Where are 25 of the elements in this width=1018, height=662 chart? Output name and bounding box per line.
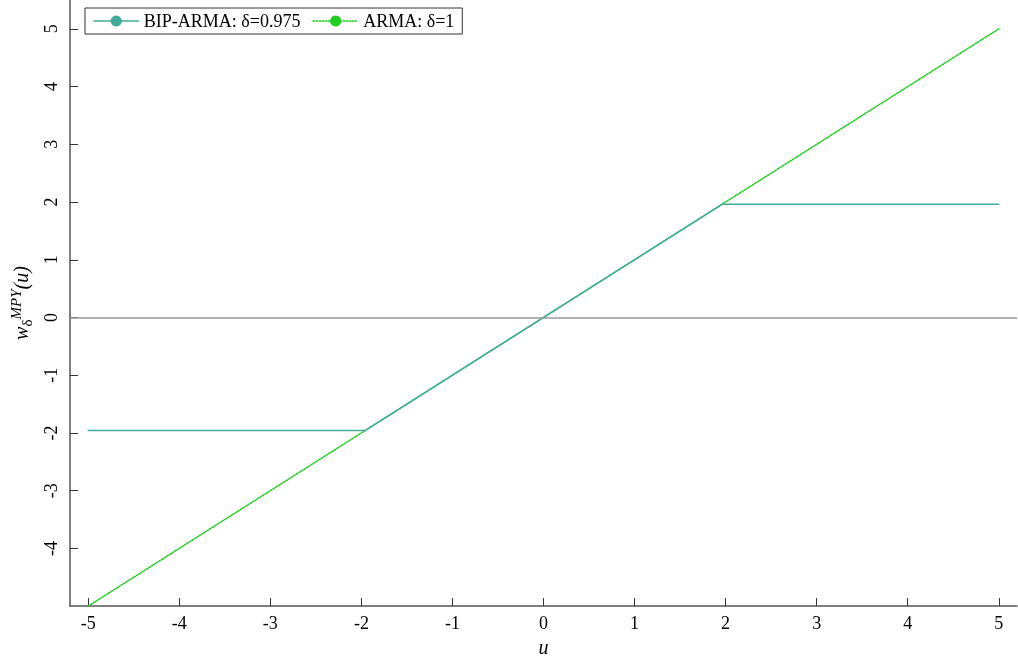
- y-tick-label: 1: [41, 255, 61, 265]
- x-tick-label: 3: [812, 613, 822, 634]
- x-tick-label: -5: [80, 613, 96, 634]
- x-tick-label: -3: [262, 613, 278, 634]
- y-axis-title: wδMPY(u): [7, 265, 35, 340]
- x-tick-label: 1: [630, 613, 640, 634]
- y-tick-label: -1: [41, 367, 61, 383]
- x-tick-label: -4: [171, 613, 187, 634]
- legend-label: ARMA: δ=1: [363, 11, 455, 31]
- y-tick-label: 3: [41, 139, 61, 149]
- legend-label: BIP-ARMA: δ=0.975: [143, 11, 301, 31]
- y-tick-label: 4: [41, 82, 61, 92]
- x-axis-title: u: [538, 636, 549, 658]
- y-tick-label: -2: [41, 425, 61, 441]
- x-tick-label: 5: [994, 613, 1004, 634]
- y-tick-label: -4: [41, 540, 61, 556]
- x-tick-label: 0: [539, 613, 548, 634]
- y-tick-label: 5: [41, 24, 61, 34]
- x-tick-label: 2: [721, 613, 731, 634]
- y-tick-label: 2: [41, 197, 61, 207]
- y-tick-label: -3: [41, 483, 61, 499]
- x-tick-label: 4: [903, 613, 913, 634]
- x-tick-label: -2: [353, 613, 369, 634]
- x-tick-label: -1: [444, 613, 460, 634]
- y-tick-label: 0: [41, 312, 61, 322]
